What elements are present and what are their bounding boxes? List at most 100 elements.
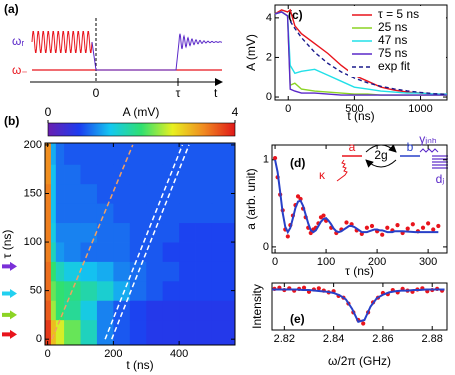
heat-cell (50, 203, 57, 224)
bath-levels (432, 155, 448, 169)
heat-cell (80, 261, 98, 282)
y-axis-label: Intensity (250, 284, 264, 329)
tau-marker (2, 310, 17, 320)
heat-cell (211, 143, 235, 165)
heat-cell (45, 222, 52, 243)
heat-cell (113, 164, 131, 185)
heat-cell (113, 222, 131, 243)
x-axis-label: t (ns) (347, 109, 374, 123)
heat-cell (113, 203, 131, 224)
x-tick-label: 200 (368, 256, 386, 268)
heat-cell (162, 280, 180, 301)
heat-cell (162, 222, 180, 243)
heat-cell (195, 143, 213, 165)
heat-cell (195, 242, 213, 262)
y-axis-label: τ (ns) (0, 230, 14, 259)
heat-cell (129, 319, 147, 345)
y-tick-label: 0 (263, 241, 269, 253)
heat-cell (179, 183, 196, 204)
data-point (431, 227, 436, 232)
heat-cell (162, 242, 180, 262)
data-point (344, 220, 349, 225)
y-axis-label: A (mV) (244, 34, 258, 71)
heat-cell (162, 183, 180, 204)
data-point (285, 234, 290, 239)
heat-cell (179, 300, 196, 321)
data-point (364, 225, 369, 230)
heat-cell (96, 222, 114, 243)
data-point (369, 223, 375, 229)
data-point (395, 223, 400, 228)
diagram-label: a (349, 140, 356, 154)
x-tick-label: 200 (104, 348, 122, 360)
heat-cell (55, 242, 65, 262)
heat-cell (96, 280, 114, 301)
heat-cell (80, 203, 98, 224)
heat-cell (55, 319, 65, 345)
heat-cell (146, 261, 164, 282)
y-tick-label: 200 (24, 139, 42, 151)
level-diagram (336, 144, 448, 182)
heat-cell (64, 242, 81, 262)
heat-cell (146, 242, 164, 262)
panel-label: (a) (4, 2, 19, 16)
y-tick-label: 150 (24, 187, 42, 199)
heat-cell (179, 143, 196, 165)
data-point (301, 285, 307, 290)
heat-cell (80, 280, 98, 301)
heat-cell (162, 203, 180, 224)
heat-cell (195, 222, 213, 243)
diagram-label: γᵢₙₕ (419, 132, 437, 146)
heat-cell (64, 164, 81, 185)
legend-label: exp fit (378, 59, 411, 73)
data-point (436, 223, 441, 229)
heat-cell (129, 164, 147, 185)
heat-cell (211, 300, 235, 321)
heat-cell (64, 222, 81, 243)
x-tick-label: 0 (45, 348, 51, 360)
heat-cell (211, 280, 235, 301)
heat-cell (179, 164, 196, 185)
heat-cell (129, 300, 147, 321)
heat-cell (211, 319, 235, 345)
heat-cell (50, 261, 57, 282)
heat-cell (55, 164, 65, 185)
heat-cell (50, 222, 57, 243)
colorbar-tick-label: 0 (45, 105, 52, 119)
y-tick-label: 50 (30, 285, 42, 297)
time-label: 0 (93, 86, 100, 100)
fit-line (274, 159, 439, 235)
heat-cell (179, 242, 196, 262)
heat-cell (195, 319, 213, 345)
y-tick-label: 4 (266, 12, 272, 24)
heat-cell (55, 222, 65, 243)
guide-line (104, 144, 184, 340)
heat-cell (80, 183, 98, 204)
heat-cell (64, 300, 81, 321)
heat-cell (45, 319, 52, 345)
heat-cell (129, 242, 147, 262)
heat-cell (55, 300, 65, 321)
x-tick-label: 2.82 (274, 333, 295, 345)
heat-cell (64, 203, 81, 224)
heat-cell (211, 203, 235, 224)
heat-cell (195, 300, 213, 321)
heat-cell (80, 222, 98, 243)
legend-label: 47 ns (378, 33, 407, 47)
axis-label: t (214, 86, 218, 100)
heat-cell (162, 319, 180, 345)
heat-cell (146, 143, 164, 165)
heat-cell (113, 143, 131, 165)
legend-label: 75 ns (378, 46, 407, 60)
data-point (295, 194, 301, 199)
y-axis-label: a (arb. unit) (244, 168, 258, 229)
y-tick-label: 1 (263, 154, 269, 166)
heat-cell (195, 164, 213, 185)
panel-label: (b) (4, 114, 19, 128)
heat-cell (50, 143, 57, 165)
heat-cell (146, 319, 164, 345)
x-tick-label: 2.88 (422, 333, 443, 345)
data-point (426, 221, 431, 226)
heat-cell (113, 261, 131, 282)
heat-cell (96, 183, 114, 204)
